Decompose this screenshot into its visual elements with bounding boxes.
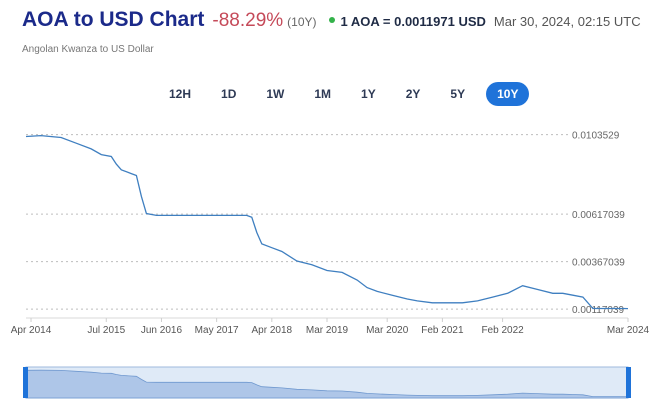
x-tick-label: May 2017 [195,325,239,336]
navigator-right-handle [626,367,631,398]
x-tick-label: Apr 2018 [252,325,293,336]
rate-chart: 0.0103529 0.00617039 0.00367039 0.00117039 A… [11,131,650,399]
x-tick-label: Mar 2019 [306,325,349,336]
page-title: AOA to USD Chart [22,8,205,31]
y-tick-label: 0.00367039 [572,258,625,269]
timeframe-tabs: 12H 1D 1W 1M 1Y 2Y 5Y 10Y [160,82,541,106]
chart-header: AOA to USD Chart -88.29% (10Y) 1 AOA = 0… [22,8,652,34]
tab-1m[interactable]: 1M [314,87,332,101]
change-period: (10Y) [287,15,317,29]
exchange-rate: 1 AOA = 0.0011971 USD [340,14,486,29]
x-tick-label: Feb 2021 [421,325,464,336]
y-tick-label: 0.0103529 [572,131,620,142]
x-tick-label: Jun 2016 [141,325,183,336]
navigator-area [25,369,629,399]
percent-change: -88.29% [212,10,284,31]
y-tick-label: 0.00617039 [572,210,625,221]
page-subtitle: Angolan Kwanza to US Dollar [22,44,154,55]
live-dot-icon [328,17,335,23]
x-tick-label: Feb 2022 [481,325,524,336]
tab-2y[interactable]: 2Y [405,87,421,101]
tab-12h[interactable]: 12H [169,87,192,101]
tab-10y[interactable]: 10Y [486,82,530,106]
timestamp: Mar 30, 2024, 02:15 UTC [493,14,641,29]
tab-1w[interactable]: 1W [266,87,285,101]
tab-1y[interactable]: 1Y [361,87,376,101]
tab-5y[interactable]: 5Y [450,87,466,101]
x-tick-label: Jul 2015 [87,325,125,336]
series-line [25,134,629,310]
x-tick-label: Mar 2024 [607,325,650,336]
navigator-left-handle [23,367,28,398]
tab-1d[interactable]: 1D [221,87,237,101]
x-tick-label: Mar 2020 [366,325,409,336]
y-tick-label: 0.00117039 [572,305,625,316]
x-tick-label: Apr 2014 [11,325,52,336]
